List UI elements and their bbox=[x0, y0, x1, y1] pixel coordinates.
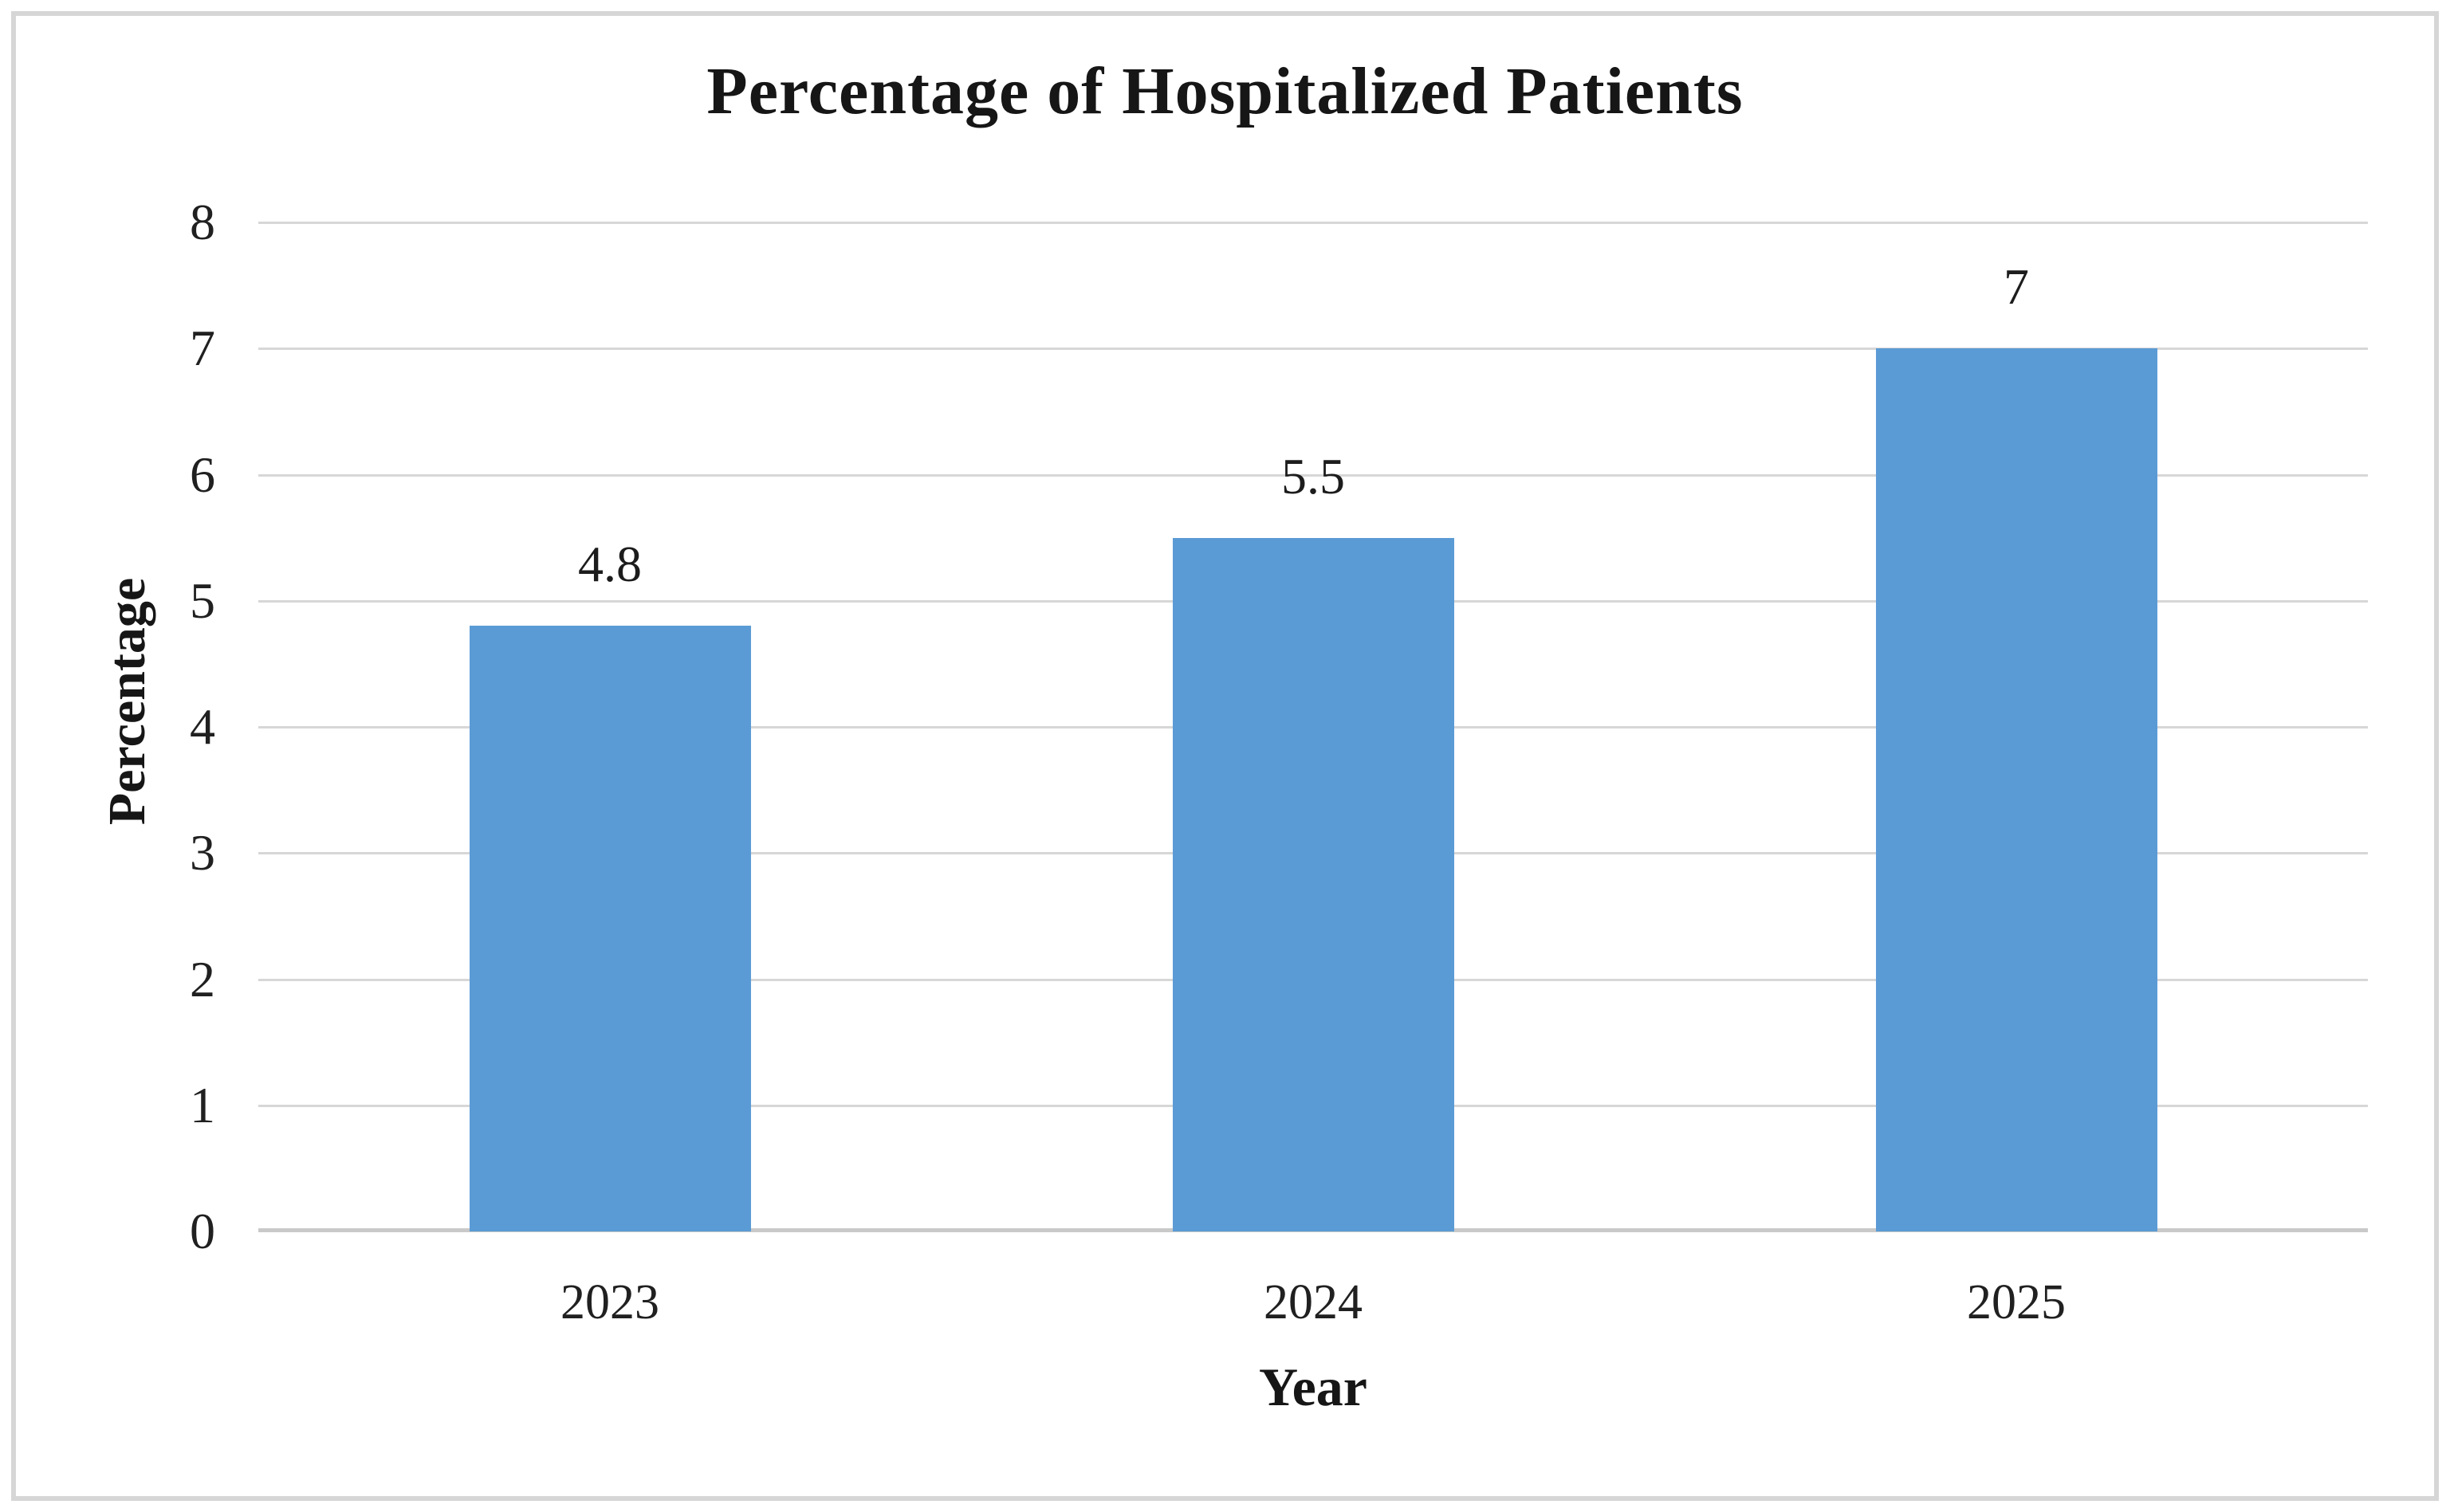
gridline bbox=[258, 348, 2368, 351]
y-tick-label: 7 bbox=[190, 320, 215, 377]
gridline bbox=[258, 473, 2368, 477]
y-tick-label: 1 bbox=[190, 1076, 215, 1133]
y-tick-label: 4 bbox=[190, 698, 215, 755]
bar-value-label: 5.5 bbox=[1281, 447, 1345, 505]
x-tick-label: 2024 bbox=[1264, 1275, 1363, 1329]
y-tick-label: 6 bbox=[190, 446, 215, 503]
x-tick-label: 2025 bbox=[1967, 1275, 2066, 1329]
y-tick-label: 5 bbox=[190, 571, 215, 629]
bar-value-label: 4.8 bbox=[578, 536, 642, 593]
x-tick-label: 2023 bbox=[560, 1275, 659, 1329]
y-tick-label: 2 bbox=[190, 950, 215, 1007]
bar-2023 bbox=[469, 626, 751, 1231]
plot-area: 4.8 5.5 7 bbox=[258, 222, 2368, 1232]
chart-title: Percentage of Hospitalized Patients bbox=[706, 54, 1744, 128]
bar-2024 bbox=[1172, 537, 1454, 1231]
y-tick-label: 3 bbox=[190, 824, 215, 882]
bar-2025 bbox=[1875, 348, 2157, 1231]
gridline bbox=[258, 222, 2368, 224]
bar-value-label: 7 bbox=[2004, 258, 2029, 316]
y-tick-label: 8 bbox=[190, 194, 215, 250]
x-axis-title: Year bbox=[1259, 1357, 1367, 1417]
y-tick-label: 0 bbox=[190, 1203, 215, 1259]
